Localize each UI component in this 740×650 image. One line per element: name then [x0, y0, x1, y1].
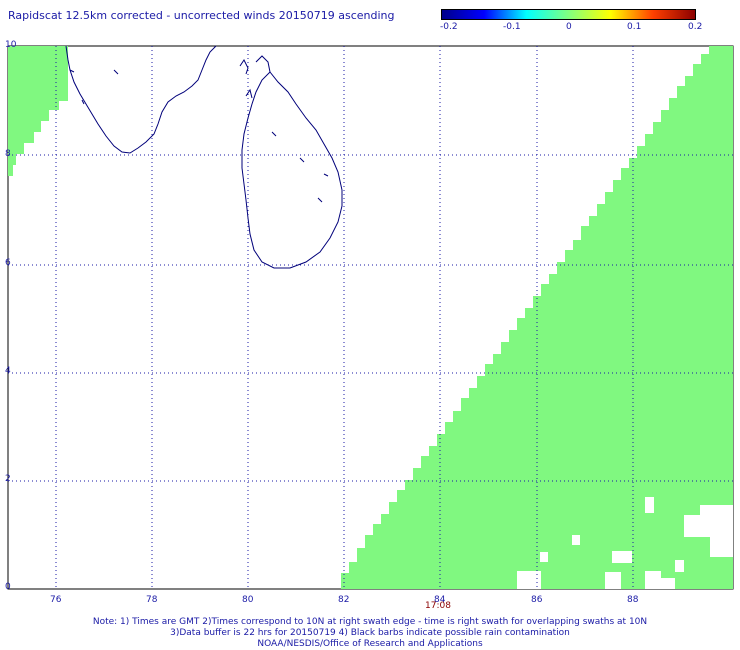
colorbar [441, 9, 696, 20]
colorbar-label-zero: 0 [566, 22, 572, 32]
lon-tick-84: 84 [434, 595, 446, 605]
swath-west [8, 46, 68, 176]
colorbar-label-pos-mid: 0.1 [627, 22, 642, 32]
swath-east-main [341, 46, 733, 589]
lon-tick-82: 82 [338, 595, 350, 605]
lat-tick-4: 4 [5, 366, 11, 376]
sri-lanka-coastline [241, 71, 343, 269]
lat-tick-0: 0 [5, 582, 11, 592]
palk-strait-islands [69, 55, 329, 203]
gridlines [8, 46, 733, 589]
lon-tick-86: 86 [531, 595, 543, 605]
note-line-3: NOAA/NESDIS/Office of Research and Appli… [257, 639, 483, 649]
colorbar-label-neg-mid: -0.1 [503, 22, 521, 32]
lon-tick-88: 88 [627, 595, 639, 605]
colorbar-label-max: 0.2 [688, 22, 703, 32]
swath-gaps [517, 497, 733, 589]
lon-tick-78: 78 [146, 595, 158, 605]
india-coastline [65, 45, 217, 154]
lat-tick-2: 2 [5, 474, 11, 484]
swath-time-label: 17:08 [425, 601, 451, 611]
colorbar-label-min: -0.2 [440, 22, 458, 32]
lon-tick-80: 80 [242, 595, 254, 605]
lat-tick-8: 8 [5, 149, 11, 159]
note-line-1: Note: 1) Times are GMT 2)Times correspon… [92, 617, 648, 627]
lat-tick-10: 10 [5, 40, 17, 50]
note-line-2: 3)Data buffer is 22 hrs for 20150719 4) … [170, 628, 570, 638]
lon-tick-76: 76 [50, 595, 62, 605]
lat-tick-6: 6 [5, 258, 11, 268]
map-title: Rapidscat 12.5km corrected - uncorrected… [8, 9, 395, 22]
